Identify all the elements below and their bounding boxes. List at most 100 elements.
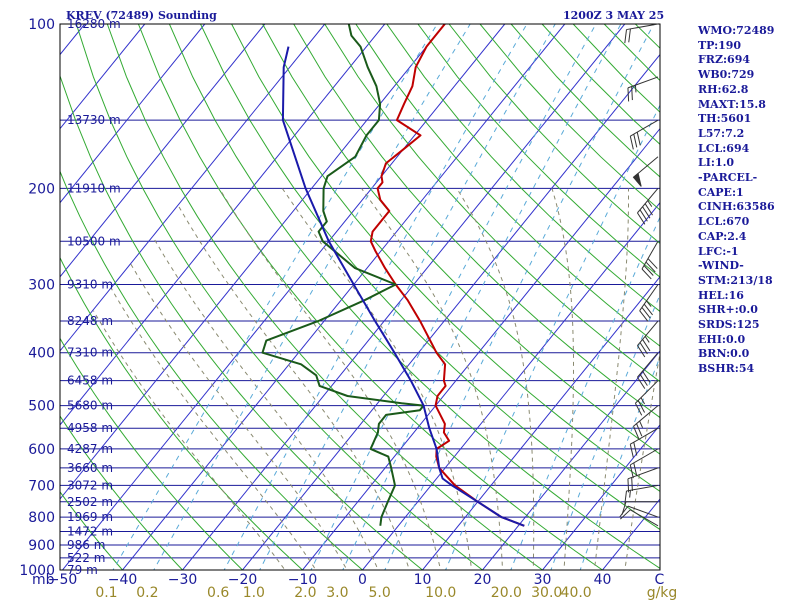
index-item: BRN:0.0 bbox=[698, 347, 750, 361]
isotherm-line bbox=[122, 24, 566, 570]
wind-barb-full bbox=[633, 134, 638, 148]
index-item: LI:1.0 bbox=[698, 156, 735, 170]
dry-adiabat bbox=[60, 491, 124, 570]
moist-adiabat bbox=[361, 188, 504, 570]
wind-barb-full bbox=[624, 29, 627, 44]
mixing-ratio-label: 1.0 bbox=[243, 585, 265, 600]
wind-barb-full bbox=[637, 212, 646, 225]
isotherm-line bbox=[60, 24, 326, 352]
wind-barb-full bbox=[639, 373, 648, 386]
temperature-line bbox=[369, 24, 525, 527]
wind-barb-staff bbox=[626, 23, 659, 31]
moist-adiabat bbox=[93, 310, 286, 570]
index-item: BSHR:54 bbox=[698, 362, 755, 376]
isotherm-line bbox=[362, 201, 660, 570]
index-item: CAP:2.4 bbox=[698, 229, 747, 243]
height-label: 4958 m bbox=[67, 421, 113, 435]
mixing-ratio-line bbox=[510, 215, 660, 570]
pressure-label: 1000 bbox=[19, 563, 55, 579]
pressure-label: 500 bbox=[28, 399, 55, 415]
isotherm-line bbox=[302, 127, 660, 570]
height-label: 7310 m bbox=[67, 346, 113, 360]
dry-adiabat bbox=[75, 24, 484, 570]
wind-barb bbox=[637, 352, 659, 389]
height-label: 522 m bbox=[67, 551, 105, 565]
dry-adiabat bbox=[355, 24, 660, 347]
pressure-label: 900 bbox=[28, 538, 55, 554]
wind-barb-staff bbox=[635, 380, 659, 404]
height-label: 986 m bbox=[67, 538, 105, 552]
mixing-ratio-label: 0.2 bbox=[136, 585, 158, 600]
dry-adiabat bbox=[60, 337, 244, 570]
wind-barb-staff bbox=[639, 284, 659, 312]
wind-barb-half bbox=[634, 85, 637, 93]
isotherm-line bbox=[60, 24, 386, 426]
pressure-label: 600 bbox=[28, 442, 55, 458]
wind-barb-full bbox=[636, 423, 643, 437]
moist-adiabat bbox=[130, 263, 348, 570]
wind-barb bbox=[629, 427, 659, 458]
index-item: LCL:670 bbox=[698, 215, 750, 229]
index-item: -WIND- bbox=[698, 259, 744, 273]
isotherm-line bbox=[60, 24, 266, 278]
sounding-time: 1200Z 3 MAY 25 bbox=[563, 9, 665, 22]
index-item: WB0:729 bbox=[698, 68, 755, 82]
mixing-ratio-label: 10.0 bbox=[425, 585, 456, 600]
temperature-label: 20 bbox=[474, 572, 492, 588]
wind-barb-full bbox=[637, 376, 646, 389]
wind-barb-half bbox=[629, 490, 631, 498]
plot-frame bbox=[59, 23, 661, 571]
wind-barb-full bbox=[636, 132, 641, 146]
mixing-ratio-label: 0.6 bbox=[207, 585, 229, 600]
height-label: 9310 m bbox=[67, 278, 113, 292]
temperature-label: −30 bbox=[168, 572, 198, 588]
wind-barb-full bbox=[631, 86, 633, 101]
wind-barb bbox=[637, 188, 659, 225]
wind-barb-staff bbox=[630, 509, 659, 527]
dry-adiabat bbox=[106, 24, 544, 570]
wind-barb-flag bbox=[632, 172, 642, 187]
temperature-label: 0 bbox=[358, 572, 367, 588]
wind-barb-staff bbox=[637, 320, 659, 346]
mixing-ratio-line bbox=[550, 293, 660, 570]
pressure-label: 200 bbox=[28, 181, 55, 197]
moist-adiabat bbox=[456, 188, 535, 570]
wind-barb-full bbox=[624, 490, 627, 505]
pressure-unit-label: mb bbox=[32, 572, 55, 588]
wind-barb bbox=[624, 484, 659, 505]
wind-barb-full bbox=[629, 464, 634, 479]
wind-barb-full bbox=[631, 477, 633, 492]
wind-barb-full bbox=[619, 509, 631, 520]
wind-barb-half bbox=[639, 420, 644, 428]
mixing-ratio-label: 40.0 bbox=[561, 585, 592, 600]
index-item: WMO:72489 bbox=[698, 24, 775, 37]
wind-barb-full bbox=[642, 370, 651, 383]
isotherm-line bbox=[60, 24, 446, 500]
index-item: RH:62.8 bbox=[698, 82, 749, 96]
height-label: 4287 m bbox=[67, 442, 113, 456]
wind-barb-full bbox=[627, 478, 630, 493]
moist-adiabat bbox=[551, 188, 574, 570]
dry-adiabat bbox=[386, 24, 660, 313]
wind-barb-staff bbox=[637, 188, 659, 214]
wind-barb-staff bbox=[641, 241, 659, 270]
index-item: SRDS:125 bbox=[698, 318, 760, 332]
mixing-ratio-line bbox=[112, 24, 438, 570]
wind-barb-half bbox=[646, 300, 652, 307]
wind-barb-full bbox=[637, 400, 646, 413]
index-item: HEL:16 bbox=[698, 288, 744, 302]
pressure-label: 800 bbox=[28, 510, 55, 526]
wind-barb-full bbox=[633, 442, 638, 456]
mixing-ratio-label: 0.1 bbox=[95, 585, 117, 600]
mixing-ratio-label: 2.0 bbox=[294, 585, 316, 600]
dry-adiabat bbox=[417, 24, 660, 278]
wind-barb-staff bbox=[637, 352, 659, 378]
wind-barb-staff bbox=[627, 76, 659, 89]
mixing-ratio-label: 30.0 bbox=[531, 585, 562, 600]
wind-barb-full bbox=[642, 206, 651, 219]
height-label: 3660 m bbox=[67, 461, 113, 475]
wind-barb bbox=[619, 509, 659, 527]
wind-barb bbox=[627, 76, 659, 102]
wind-barb-half bbox=[640, 397, 646, 405]
